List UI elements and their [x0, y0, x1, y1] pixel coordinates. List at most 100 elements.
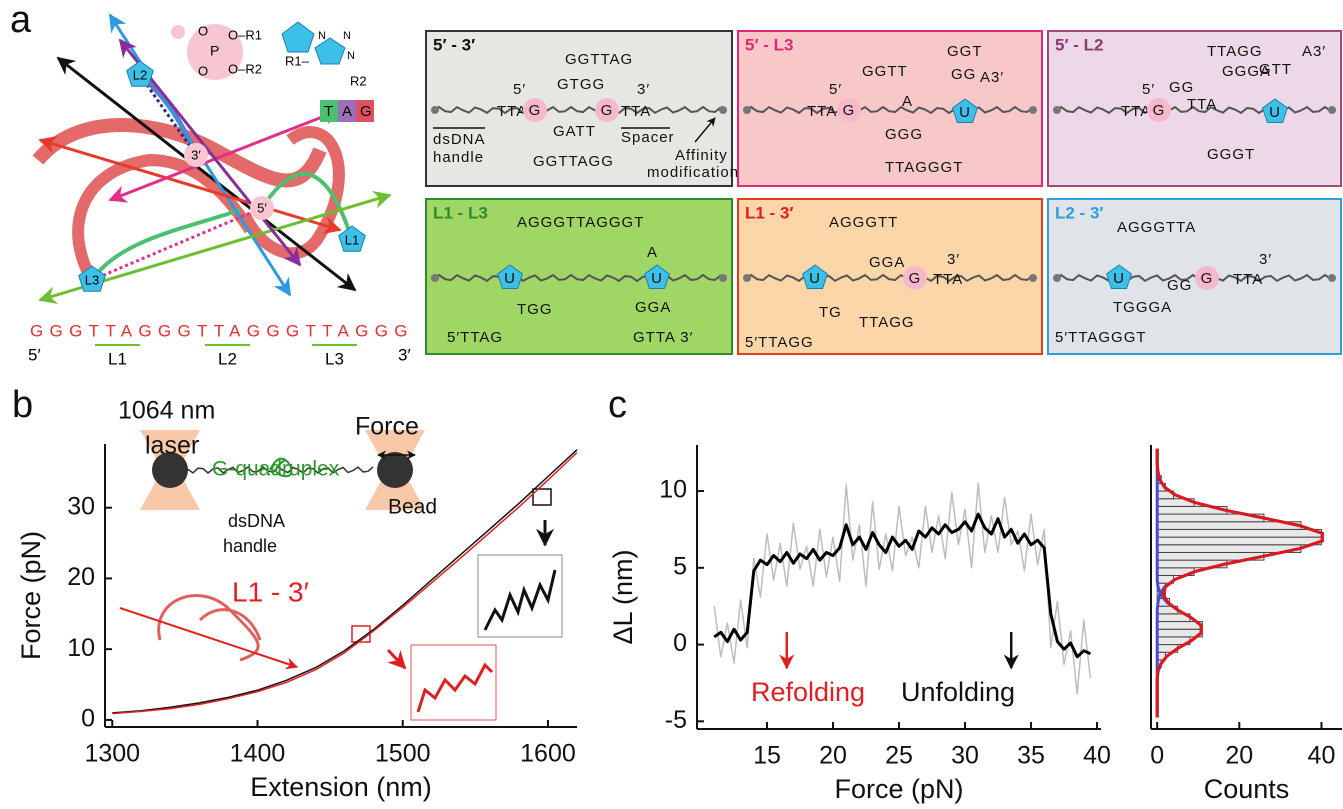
handle-end: [1053, 274, 1061, 282]
sequence-fragment: Spacer: [621, 129, 675, 146]
marker-letter: G: [601, 102, 614, 119]
marker-letter: U: [504, 270, 516, 287]
loop-label: L1: [108, 349, 127, 368]
inset-label: 1064 nm: [118, 397, 215, 425]
structure-label: L1: [345, 232, 359, 247]
panel-label: a: [10, 0, 32, 41]
handle-end: [431, 106, 439, 114]
pentagon: [78, 265, 106, 292]
sequence-fragment: GGT: [947, 43, 983, 60]
sequence-fragment: GGGT: [1207, 146, 1255, 163]
fit-curve: [1155, 448, 1324, 718]
sequence-fragment: GGTTAG: [565, 51, 633, 68]
dna-handle: [432, 105, 722, 115]
tag-letter: A: [342, 103, 352, 120]
sequence-fragment: A: [647, 244, 658, 261]
sequence-fragment: TTAGG: [859, 314, 915, 331]
chart: 1064 nm laser Force G-quadruplex dsDNA handle…: [16, 397, 578, 802]
pentagon: [126, 60, 154, 87]
chem-atom: O–R1: [228, 27, 262, 42]
sequence-fragment: TTA: [933, 271, 963, 288]
topology-boxes: 5′ - 3′5′TTAGGTTAGGTGGGATTGGTTAGG3′TTAds…: [425, 30, 1342, 355]
x-tick-label: 1300: [84, 740, 140, 768]
sequence-fragment: GTGG: [557, 76, 605, 93]
structure-sketch: [157, 594, 262, 662]
bead: [152, 452, 188, 488]
structure-label: 5′: [257, 200, 267, 215]
box-title: L2 - 3′: [1055, 203, 1103, 222]
y-tick-label: 10: [659, 476, 687, 504]
chem-atom: N: [347, 50, 355, 62]
box-title: 5′ - L3: [745, 35, 793, 54]
chem-atom: R2: [350, 73, 367, 88]
sequence-fragment: 3′: [1259, 251, 1272, 268]
g-circle: [523, 98, 547, 122]
x-tick-label: 15: [753, 742, 781, 770]
annotation: Refolding: [751, 677, 865, 707]
zoom-trace: [483, 569, 557, 631]
g-circle: [903, 266, 927, 290]
chem-atom: R1–: [285, 53, 310, 68]
data-line: [112, 451, 578, 715]
quadruplex: [269, 457, 293, 478]
sequence-fragment: GGTTAGG: [533, 153, 614, 170]
sequence-fragment: TGGGA: [1113, 299, 1172, 316]
y-tick-label: 0: [81, 705, 95, 733]
dna-handle: [744, 105, 1034, 115]
sequence-fragment: GG: [1167, 277, 1192, 294]
sequence-fragment: GGTT: [862, 63, 908, 80]
g-circle: [1195, 266, 1219, 290]
panel-label: b: [12, 384, 33, 426]
handle-end: [1328, 106, 1336, 114]
chem-atom: O: [198, 23, 208, 38]
pentagon: [644, 264, 670, 289]
y-tick-label: 10: [67, 634, 95, 662]
end-circle: [184, 143, 208, 167]
tag-box: [320, 100, 338, 122]
legend-pentagon: [281, 21, 315, 53]
triazole: [314, 37, 346, 65]
x-tick-label: 35: [1017, 742, 1045, 770]
sequence: GGGTTAGGGTTAGGGTTAGGG: [30, 321, 415, 340]
x-tick-label: 20: [1225, 742, 1253, 770]
sequence-fragment: handle: [433, 149, 484, 166]
zoom-marker: [532, 488, 552, 506]
sequence-fragment: Affinity: [675, 147, 728, 164]
x-tick-label: 25: [885, 742, 913, 770]
structure-labels: L2 3′ 5′ L1 L3: [78, 60, 366, 292]
chem-atom: O–R2: [228, 61, 262, 76]
sequence-fragment: GGGA: [1222, 63, 1271, 80]
marker-letter: U: [1113, 270, 1125, 287]
fit-curve: [1155, 448, 1324, 718]
tag-box: [356, 100, 374, 122]
inset-label: dsDNA: [228, 511, 285, 531]
topology-box: L1 - 3′ AGGGTT GGA TG TTAGG 5′TTAGG 3′ TTA U G: [737, 198, 1043, 355]
box-title: 5′ - 3′: [433, 35, 475, 54]
x-axis-label: Force (pN): [834, 774, 963, 804]
chem-atom: N: [343, 30, 351, 42]
chart: 0 20 40 Counts: [1150, 445, 1342, 804]
marker-letter: U: [809, 270, 821, 287]
g-circle: [1147, 98, 1171, 122]
sequence-fragment: TTA: [497, 103, 527, 120]
marker-letter: U: [959, 104, 971, 121]
y-tick-label: -5: [665, 706, 687, 734]
y-axis-label: ΔL (nm): [608, 549, 638, 644]
zoom-box: [410, 644, 497, 721]
sequence-fragment: GG: [951, 66, 976, 83]
sequence-fragment: 5′: [513, 81, 526, 98]
handle-end: [1029, 274, 1037, 282]
data-line: [112, 449, 578, 714]
sequence-end: 5′: [28, 345, 41, 364]
sequence-fragment: modification: [647, 164, 739, 181]
tag-letter: T: [324, 103, 333, 120]
bead: [377, 452, 413, 488]
sequence-fragment: TGG: [517, 301, 553, 318]
y-tick-label: 5: [673, 552, 687, 580]
dna-handle: [1054, 273, 1332, 283]
sequence-fragment: 5′TTAGGGT: [1055, 329, 1147, 346]
loop-label: L2: [218, 349, 237, 368]
data-line: [713, 482, 1092, 695]
